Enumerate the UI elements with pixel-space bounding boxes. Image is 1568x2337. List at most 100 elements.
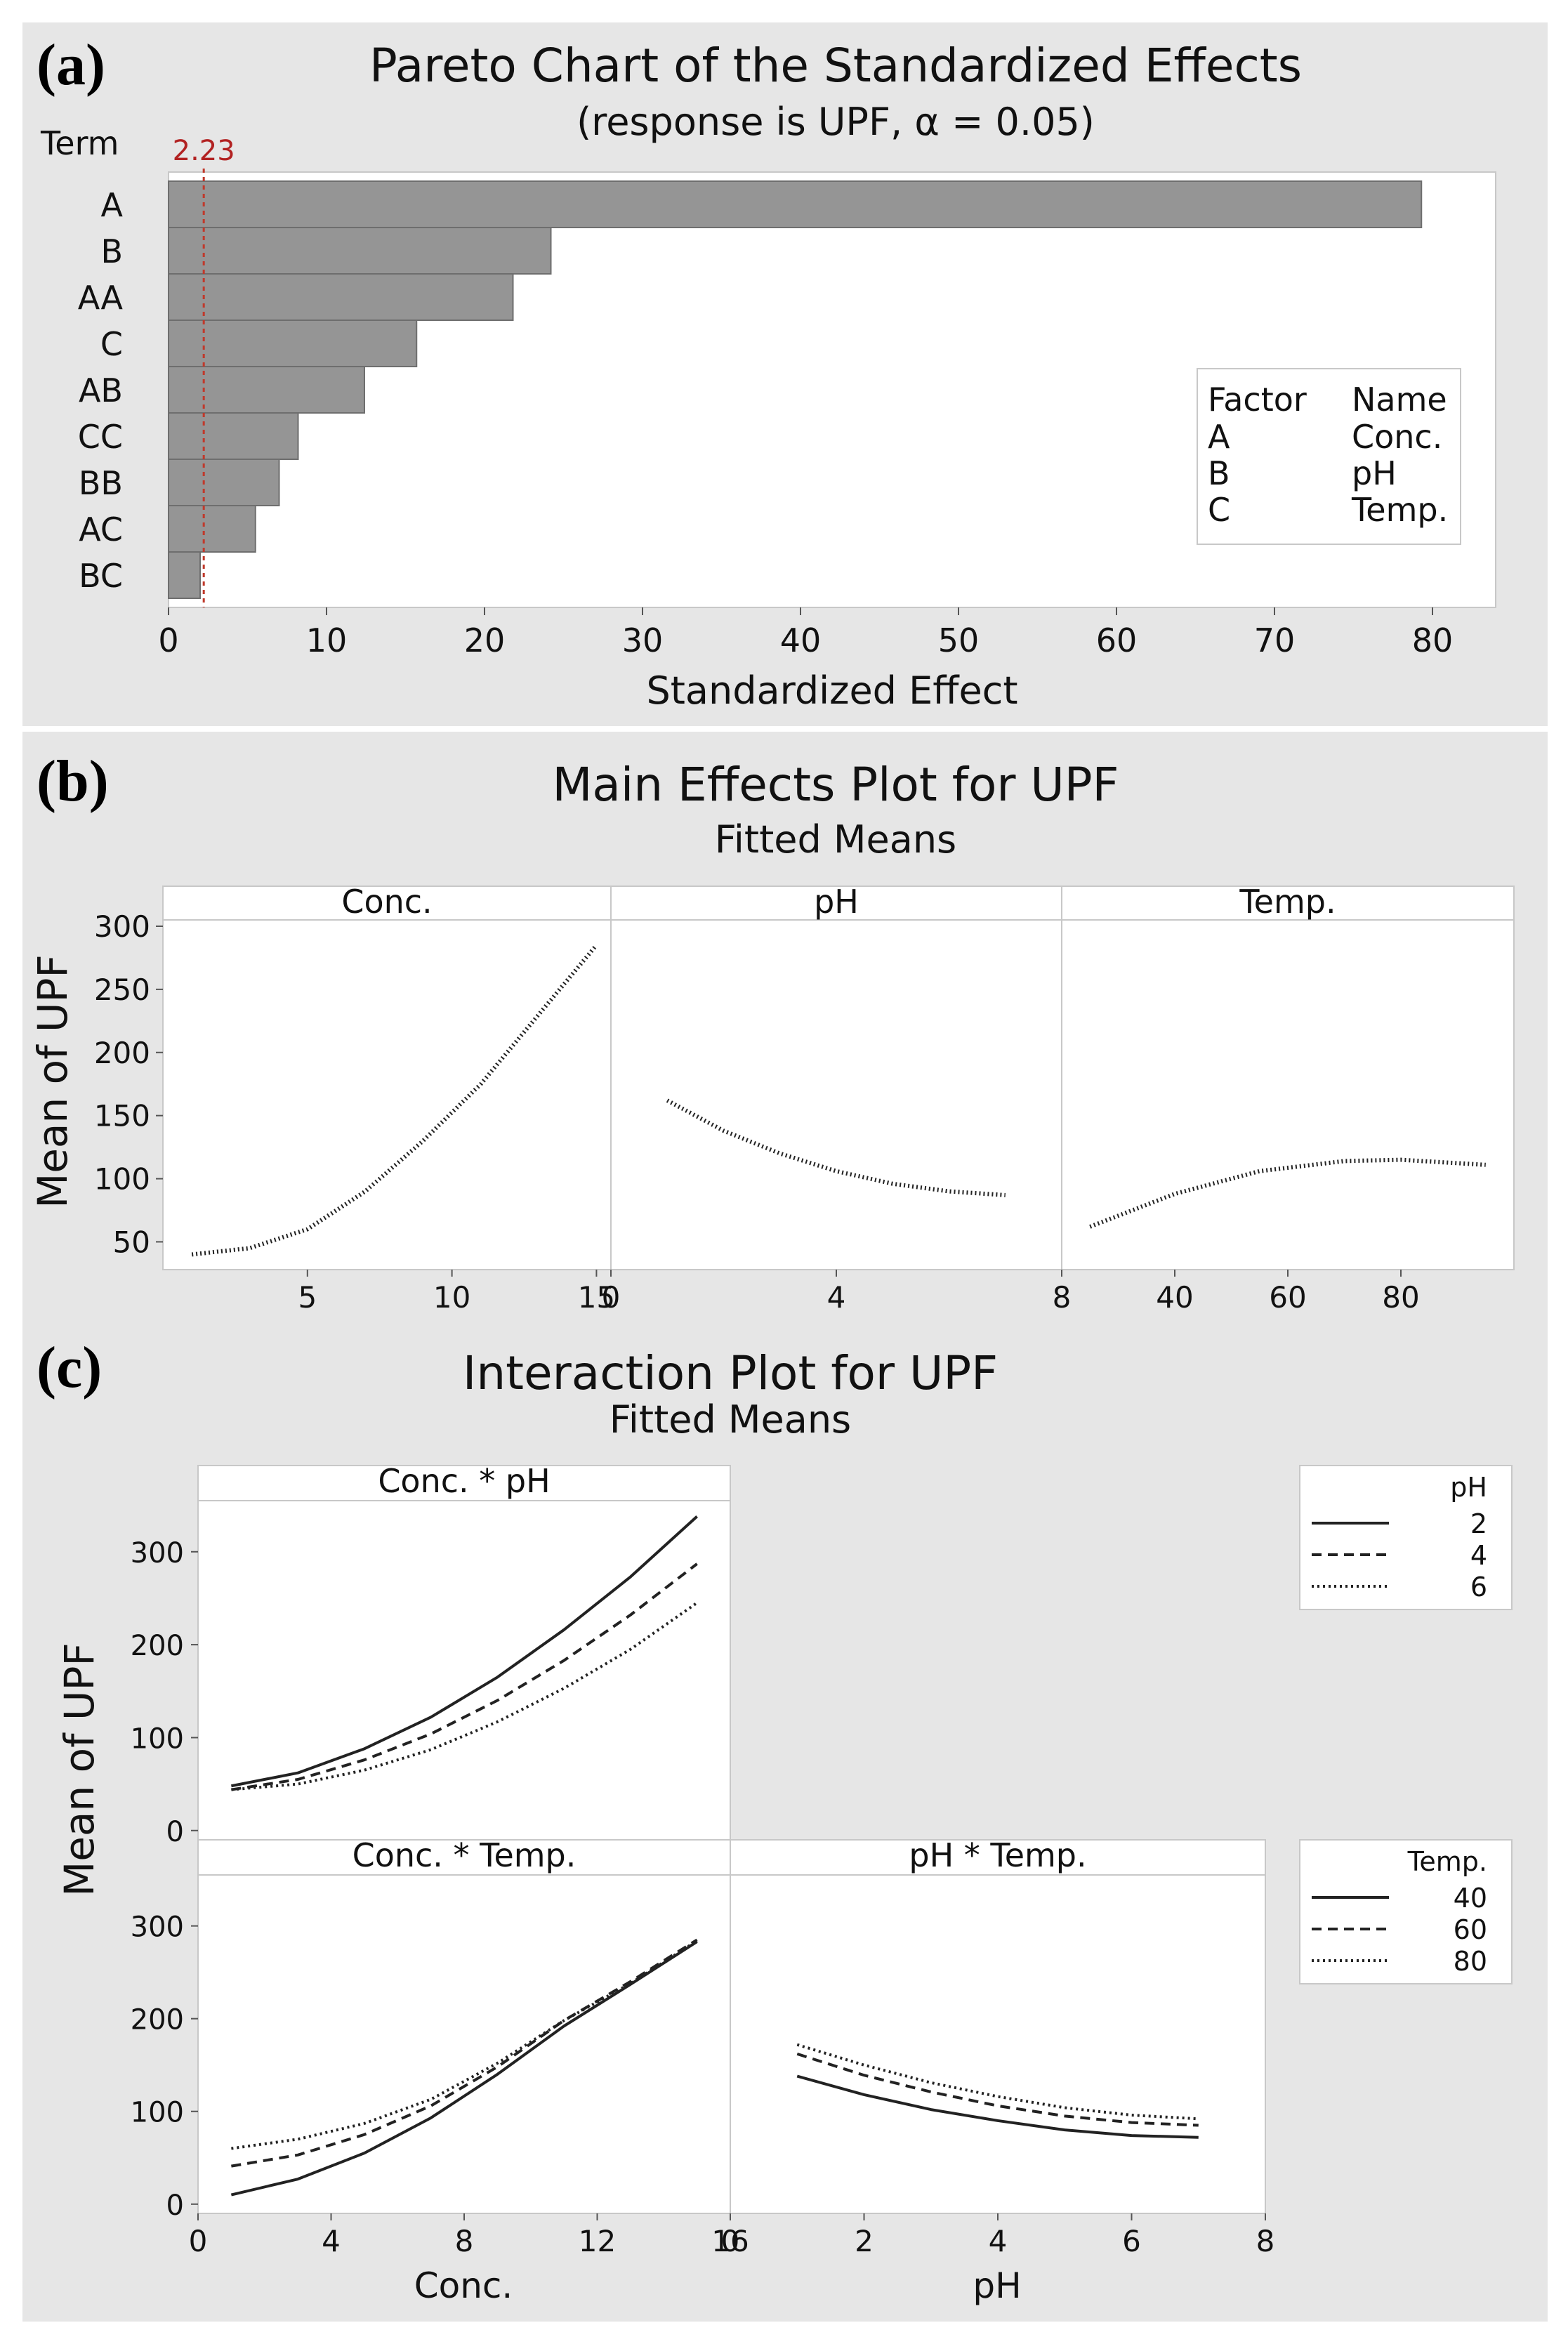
main-effects-panel-label-1: pH [814, 883, 859, 921]
pareto-x-tick-label: 80 [1412, 621, 1454, 659]
pareto-bar-ab [168, 366, 365, 414]
pareto-bar-ac [168, 505, 256, 553]
pareto-bar-c [168, 320, 418, 367]
pareto-x-tick-label: 70 [1254, 621, 1296, 659]
interaction-x-tick-label: 6 [1122, 2224, 1141, 2258]
legend-name-c: Temp. [1351, 491, 1448, 529]
interaction-y-tick-label: 300 [131, 1911, 184, 1944]
interaction-legend-title-1: Temp. [1407, 1846, 1487, 1877]
main-effects-y-label: Mean of UPF [29, 954, 77, 1209]
interaction-line-panel1-series-60 [231, 1938, 698, 2168]
interaction-y-label: Mean of UPF [55, 1643, 103, 1897]
panel-a-letter: (a) [37, 32, 105, 98]
main-effects-x-tick-label: 8 [1053, 1280, 1072, 1315]
main-effects-title: Main Effects Plot for UPF [552, 758, 1119, 812]
pareto-category-labels: AB AA C AB CC BB AC BC [78, 186, 124, 595]
main-effects-x-tick-label: 10 [433, 1280, 470, 1315]
main-effects-y-tick-label: 300 [94, 909, 150, 944]
pareto-category-bc: BC [79, 557, 123, 595]
pareto-reference-label: 2.23 [173, 135, 235, 167]
pareto-category-ab: AB [79, 371, 123, 409]
legend-header-factor: Factor [1208, 381, 1307, 419]
interaction-line-panel1-series-40 [230, 1940, 698, 2197]
main-effects-frame: Conc. pH Temp. [162, 883, 1515, 1270]
main-effects-y-tick-label: 250 [94, 973, 150, 1007]
legend-name-a: Conc. [1352, 418, 1442, 456]
interaction-x-label-conc: Conc. [414, 2265, 513, 2306]
interaction-panel-label-2: pH * Temp. [909, 1836, 1086, 1874]
pareto-bar-aa [168, 273, 514, 321]
pareto-x-tick-label: 10 [306, 621, 348, 659]
pareto-category-b: B [100, 232, 123, 270]
pareto-category-cc: CC [78, 418, 123, 456]
pareto-bars [168, 180, 1423, 599]
pareto-term-label: Term [40, 124, 119, 162]
interaction-legend-title-0: pH [1450, 1472, 1487, 1503]
interaction-legend-entry-0-2: 6 [1470, 1572, 1487, 1602]
main-effects-subtitle: Fitted Means [715, 817, 956, 862]
interaction-x-tick-label: 8 [455, 2224, 474, 2258]
interaction-panel-box-1 [197, 1839, 731, 2214]
pareto-legend-box [1197, 368, 1461, 545]
main-effects-y-tick-label: 200 [94, 1036, 150, 1070]
main-effects-line-ph [666, 1098, 1006, 1197]
legend-factor-c: C [1208, 491, 1230, 529]
main-effects-panel-label-0: Conc. [341, 883, 432, 921]
interaction-x-tick-label: 4 [989, 2224, 1008, 2258]
main-effects-y-tick-label: 150 [94, 1099, 150, 1133]
interaction-legend-entry-1-0: 40 [1454, 1883, 1487, 1914]
interaction-panel-label-0: Conc. * pH [378, 1462, 550, 1500]
interaction-legend-entry-1-2: 80 [1454, 1946, 1487, 1977]
pareto-bar-cc [168, 412, 299, 460]
panel-b-letter: (b) [37, 749, 109, 814]
interaction-y-tick-label: 0 [166, 1816, 184, 1848]
pareto-x-ticks: 0 10 20 30 40 50 60 70 80 [158, 607, 1453, 659]
interaction-x-tick-label: 8 [1256, 2224, 1275, 2258]
pareto-subtitle: (response is UPF, α = 0.05) [577, 100, 1095, 144]
main-effects-x-tick-label: 40 [1156, 1280, 1193, 1315]
interaction-x-tick-label: 12 [579, 2224, 616, 2258]
pareto-category-c: C [100, 325, 123, 363]
interaction-x-tick-label: 0 [189, 2224, 208, 2258]
pareto-x-tick-label: 30 [622, 621, 664, 659]
interaction-panel-label-1: Conc. * Temp. [353, 1836, 577, 1874]
interaction-line-panel2-series-40 [796, 2074, 1199, 2139]
interaction-subtitle: Fitted Means [610, 1397, 851, 1442]
pareto-category-aa: AA [78, 279, 124, 317]
legend-factor-a: A [1208, 418, 1230, 456]
interaction-line-panel2-series-60 [796, 2052, 1199, 2127]
pareto-x-tick-label: 50 [938, 621, 980, 659]
main-effects-line-conc [191, 944, 598, 1257]
panel-c-letter: (c) [37, 1335, 102, 1400]
pareto-bar-bc [168, 551, 201, 599]
interaction-y-tick-label: 0 [166, 2190, 184, 2222]
interaction-panel-box-0 [197, 1465, 731, 1841]
legend-factor-b: B [1208, 454, 1230, 492]
main-effects-ticks: 5 10 150 4 8 40 60 80 50 100 150 200 250 300 [94, 909, 1420, 1315]
pareto-category-ac: AC [79, 511, 123, 548]
main-effects-plot-area [162, 886, 1515, 1270]
interaction-line-panel0-series-2 [230, 1515, 698, 1788]
pareto-x-tick-label: 20 [464, 621, 506, 659]
interaction-y-tick-label: 200 [131, 1630, 184, 1662]
interaction-legend-entry-0-1: 4 [1470, 1540, 1487, 1571]
pareto-bar-bb [168, 459, 280, 506]
pareto-x-axis-label: Standardized Effect [646, 669, 1017, 713]
pareto-x-tick-label: 0 [158, 621, 178, 659]
interaction-y-tick-label: 200 [131, 2004, 184, 2036]
interaction-x-tick-label: 16 [711, 2224, 749, 2258]
legend-header-name: Name [1352, 381, 1447, 419]
interaction-y-tick-label: 300 [131, 1537, 184, 1569]
interaction-line-panel0-series-4 [231, 1562, 698, 1791]
main-effects-y-tick-label: 100 [94, 1162, 150, 1197]
interaction-x-tick-label: 2 [855, 2224, 874, 2258]
main-effects-x-tick-label: 80 [1382, 1280, 1419, 1315]
pareto-category-a: A [101, 186, 124, 224]
main-effects-y-tick-label: 50 [113, 1225, 150, 1259]
main-effects-lines [191, 944, 1486, 1257]
main-effects-x-tick-label: 15 [578, 1280, 615, 1315]
interaction-legend-entry-1-1: 60 [1454, 1914, 1487, 1945]
